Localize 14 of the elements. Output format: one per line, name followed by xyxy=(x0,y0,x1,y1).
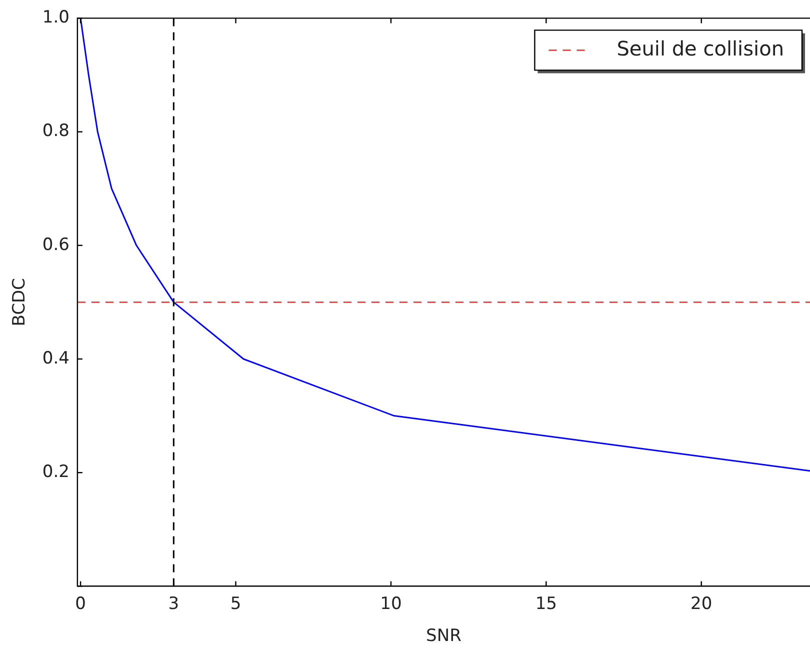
y-tick-label: 1.0 xyxy=(42,8,70,28)
y-tick-label: 0.2 xyxy=(42,462,70,482)
y-tick-label: 0.8 xyxy=(42,121,70,142)
x-tick-label: 5 xyxy=(230,594,242,614)
legend-label: Seuil de collision xyxy=(616,36,784,60)
x-tick-label: 10 xyxy=(380,594,402,614)
y-axis-title: BCDC xyxy=(10,278,30,326)
x-axis-title: SNR xyxy=(426,626,462,646)
x-tick-label: 15 xyxy=(535,594,557,614)
y-tick-label: 0.6 xyxy=(42,234,70,255)
x-tick-label: 0 xyxy=(75,594,86,614)
x-tick-label: 20 xyxy=(690,594,712,614)
y-tick-label: 0.4 xyxy=(42,348,70,368)
x-tick-label: 3 xyxy=(168,594,180,614)
